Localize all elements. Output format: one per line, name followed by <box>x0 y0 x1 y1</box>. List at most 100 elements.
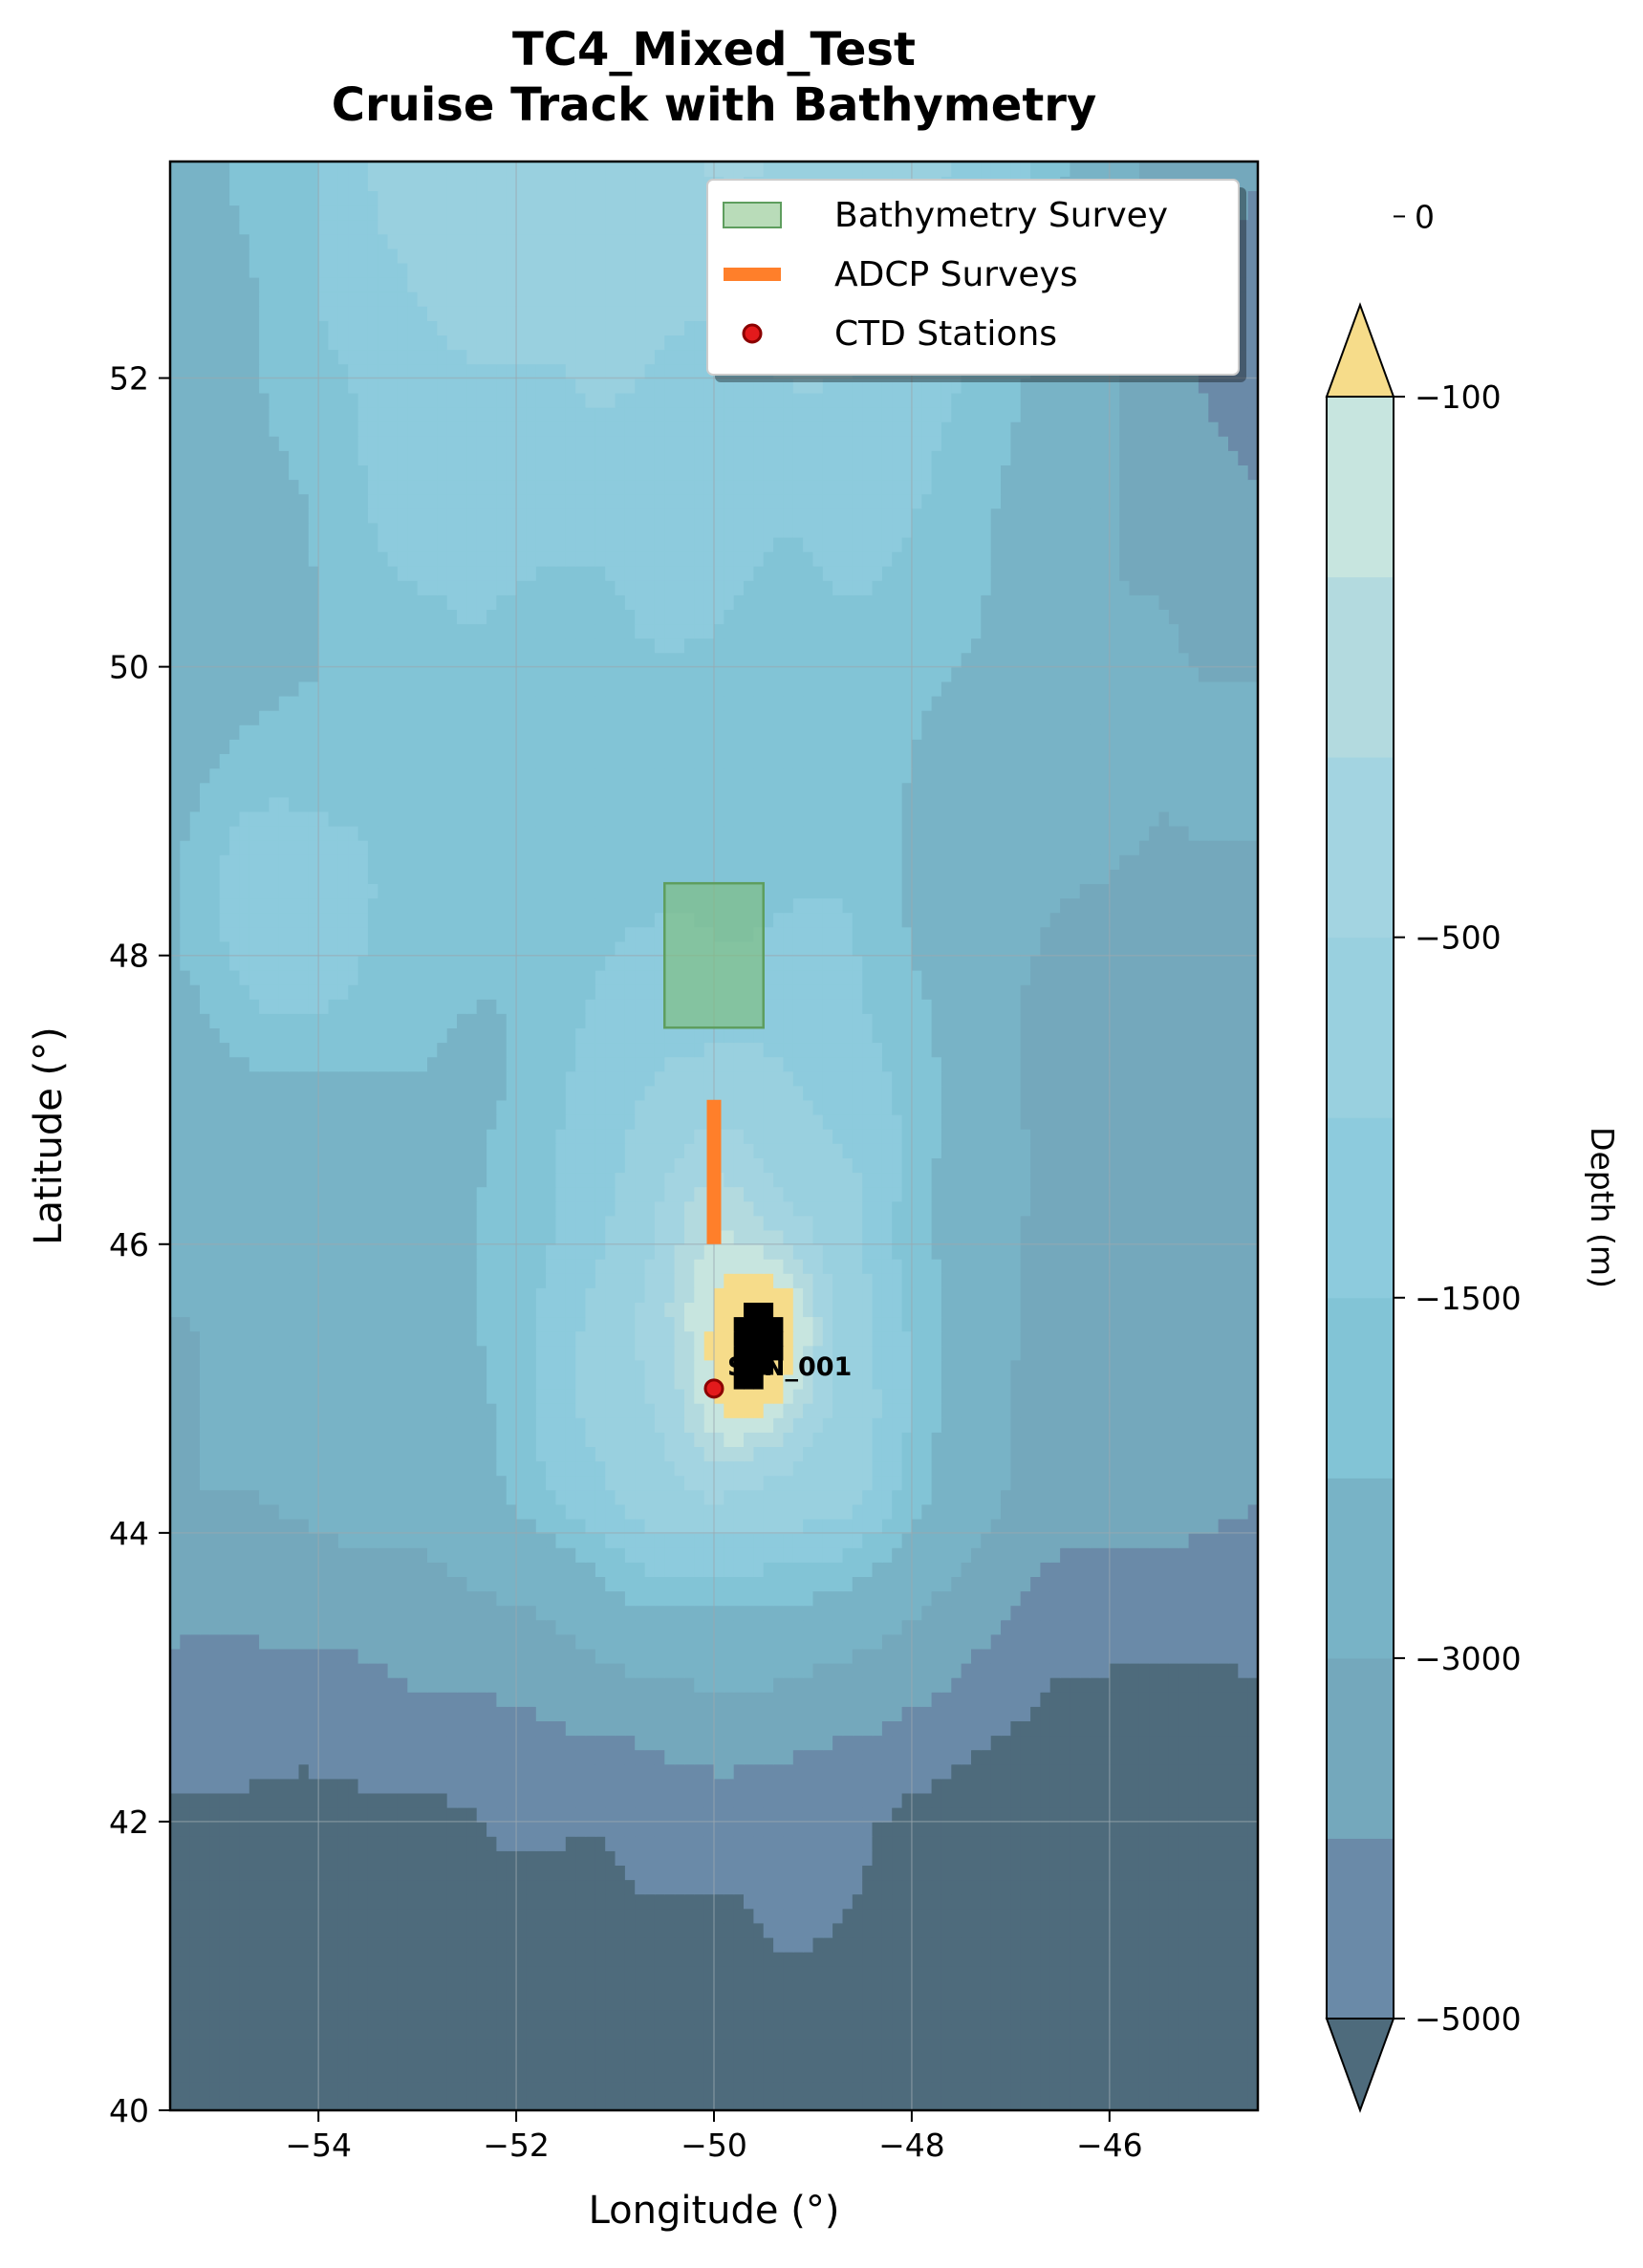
bathymetry-cell <box>703 1692 715 1707</box>
bathymetry-cell <box>753 1532 765 1548</box>
bathymetry-cell <box>990 1633 1002 1650</box>
bathymetry-cell <box>289 1605 300 1621</box>
bathymetry-cell <box>189 1489 201 1505</box>
bathymetry-cell <box>803 1475 814 1491</box>
bathymetry-cell <box>407 1590 419 1607</box>
bathymetry-cell <box>1079 2023 1091 2040</box>
bathymetry-cell <box>378 1749 389 1765</box>
bathymetry-cell <box>457 1893 468 1910</box>
bathymetry-cell <box>506 2023 517 2040</box>
bathymetry-cell <box>298 1763 310 1780</box>
bathymetry-cell <box>239 2038 250 2054</box>
bathymetry-cell <box>367 1908 378 1924</box>
bathymetry-cell <box>1188 1995 1200 2011</box>
bathymetry-cell <box>239 1778 250 1794</box>
bathymetry-cell <box>457 1735 468 1751</box>
bathymetry-cell <box>457 1460 468 1477</box>
bathymetry-cell <box>189 1590 201 1607</box>
bathymetry-cell <box>357 1995 369 2011</box>
bathymetry-cell <box>901 1922 913 1938</box>
bathymetry-cell <box>1247 2095 1258 2110</box>
bathymetry-cell <box>1001 2081 1012 2097</box>
bathymetry-cell <box>931 1547 942 1563</box>
bathymetry-cell <box>635 1662 646 1678</box>
bathymetry-cell <box>842 1633 854 1650</box>
bathymetry-cell <box>476 1648 487 1664</box>
bathymetry-cell <box>446 1706 458 1721</box>
bathymetry-cell <box>1119 1995 1131 2011</box>
bathymetry-cell <box>1099 1720 1111 1737</box>
bathymetry-cell <box>289 1562 300 1577</box>
bathymetry-cell <box>466 1792 478 1808</box>
bathymetry-cell <box>357 1590 369 1607</box>
bathymetry-cell <box>931 1850 942 1866</box>
bathymetry-cell <box>565 1836 576 1851</box>
bathymetry-cell <box>200 1720 211 1737</box>
bathymetry-cell <box>337 2023 349 2040</box>
bathymetry-cell <box>1188 1951 1200 1967</box>
bathymetry-cell <box>724 1648 735 1664</box>
bathymetry-cell <box>852 1692 863 1707</box>
bathymetry-cell <box>931 1763 942 1780</box>
bathymetry-cell <box>496 1951 508 1967</box>
bathymetry-cell <box>219 2095 230 2110</box>
bathymetry-cell <box>565 2009 576 2025</box>
bathymetry-cell <box>812 1460 824 1477</box>
bathymetry-cell <box>842 1676 854 1693</box>
bathymetry-cell <box>387 1865 399 1881</box>
bathymetry-cell <box>1049 1966 1061 1981</box>
bathymetry-cell <box>763 1735 774 1751</box>
bathymetry-cell <box>466 1503 478 1520</box>
bathymetry-cell <box>1020 1590 1031 1607</box>
bathymetry-cell <box>822 1532 833 1548</box>
bathymetry-cell <box>605 1749 616 1765</box>
bathymetry-cell <box>852 1865 863 1881</box>
bathymetry-cell <box>486 1720 498 1737</box>
bathymetry-cell <box>526 1547 537 1563</box>
bathymetry-cell <box>486 2081 498 2097</box>
bathymetry-cell <box>1070 1966 1081 1981</box>
bathymetry-cell <box>318 1778 330 1794</box>
bathymetry-cell <box>407 1879 419 1895</box>
bathymetry-cell <box>446 1547 458 1563</box>
bathymetry-cell <box>892 1460 903 1477</box>
bathymetry-cell <box>1010 1821 1022 1837</box>
bathymetry-cell <box>1178 1936 1190 1953</box>
bathymetry-cell <box>1070 1692 1081 1707</box>
bathymetry-cell <box>981 1648 992 1664</box>
bathymetry-cell <box>367 2095 378 2110</box>
bathymetry-cell <box>1079 2038 1091 2054</box>
bathymetry-cell <box>911 1532 922 1548</box>
bathymetry-cell <box>1099 2052 1111 2068</box>
bathymetry-cell <box>427 1980 439 1996</box>
bathymetry-cell <box>773 1692 785 1707</box>
bathymetry-cell <box>892 1619 903 1635</box>
bathymetry-cell <box>1049 2038 1061 2054</box>
bathymetry-cell <box>1218 1951 1229 1967</box>
bathymetry-cell <box>1060 1676 1071 1693</box>
bathymetry-cell <box>911 1922 922 1938</box>
bathymetry-cell <box>901 1676 913 1693</box>
bathymetry-cell <box>1149 1692 1160 1707</box>
bathymetry-cell <box>555 1648 567 1664</box>
bathymetry-cell <box>219 1778 230 1794</box>
bathymetry-cell <box>921 1489 933 1505</box>
bathymetry-cell <box>931 1951 942 1967</box>
bathymetry-cell <box>595 1446 606 1462</box>
bathymetry-cell <box>1099 1980 1111 1996</box>
bathymetry-cell <box>516 1879 528 1895</box>
bathymetry-cell <box>674 1720 685 1737</box>
bathymetry-cell <box>724 1850 735 1866</box>
bathymetry-cell <box>348 1518 359 1534</box>
bathymetry-cell <box>1070 1763 1081 1780</box>
bathymetry-cell <box>981 1908 992 1924</box>
bathymetry-cell <box>180 1720 191 1737</box>
bathymetry-cell <box>397 1562 408 1577</box>
bathymetry-cell <box>1138 1532 1150 1548</box>
bathymetry-cell <box>1149 1865 1160 1881</box>
bathymetry-cell <box>1109 1951 1120 1967</box>
bathymetry-cell <box>644 1562 656 1577</box>
bathymetry-cell <box>1149 1460 1160 1477</box>
bathymetry-cell <box>1188 1633 1200 1650</box>
bathymetry-cell <box>753 2009 765 2025</box>
